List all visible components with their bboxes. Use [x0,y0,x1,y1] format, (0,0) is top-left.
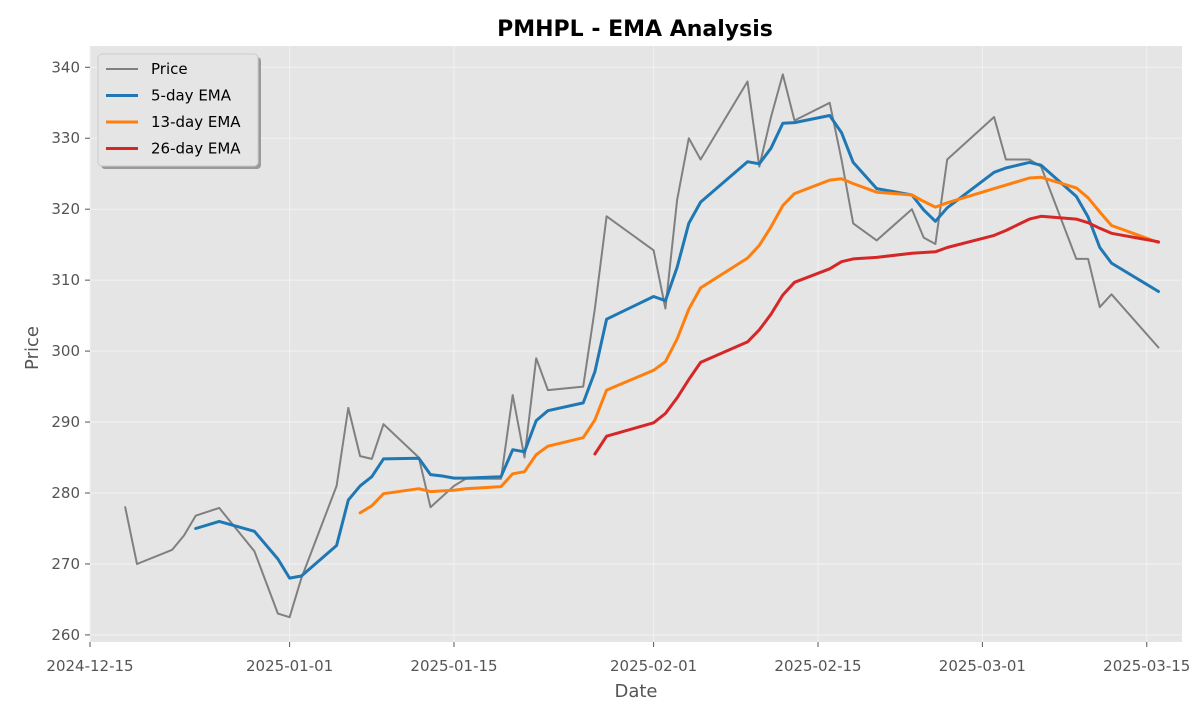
y-tick-label: 290 [51,413,80,431]
x-axis-ticks: 2024-12-15 2025-01-01 2025-01-15 2025-02-01… [46,642,1190,675]
x-tick-label: 2024-12-15 [46,657,133,675]
plot-area [90,46,1182,642]
x-axis-label: Date [614,681,657,702]
chart-title: PMHPL - EMA Analysis [497,17,773,42]
x-tick-label: 2025-01-01 [246,657,333,675]
grid-lines [89,46,1182,642]
legend-label-price: Price [151,60,188,78]
series-line-5-day-ema [194,114,1160,580]
legend-label-5-day-ema: 5-day EMA [151,87,232,105]
x-tick-label: 2025-02-01 [610,657,697,675]
y-tick-label: 320 [51,200,80,218]
series-lines [124,73,1160,619]
series-line-price [124,73,1160,619]
y-axis-label: Price [22,326,43,370]
y-tick-label: 270 [51,555,80,573]
y-tick-label: 310 [51,271,80,289]
legend-label-13-day-ema: 13-day EMA [151,113,241,131]
x-tick-label: 2025-02-15 [774,657,861,675]
legend: Price 5-day EMA 13-day EMA 26-day EMA [97,53,261,169]
legend-label-26-day-ema: 26-day EMA [151,140,241,158]
y-tick-label: 260 [51,626,80,644]
series-line-26-day-ema [593,214,1160,456]
x-tick-label: 2025-01-15 [410,657,497,675]
y-tick-label: 340 [51,58,80,76]
y-tick-label: 330 [51,129,80,147]
series-line-13-day-ema [358,175,1160,515]
legend-box [97,53,259,167]
y-tick-label: 280 [51,484,80,502]
x-tick-label: 2025-03-15 [1103,657,1190,675]
x-tick-label: 2025-03-01 [939,657,1026,675]
y-tick-label: 300 [51,342,80,360]
y-axis-ticks: 260 270 280 290 300 310 320 330 340 [51,58,90,644]
